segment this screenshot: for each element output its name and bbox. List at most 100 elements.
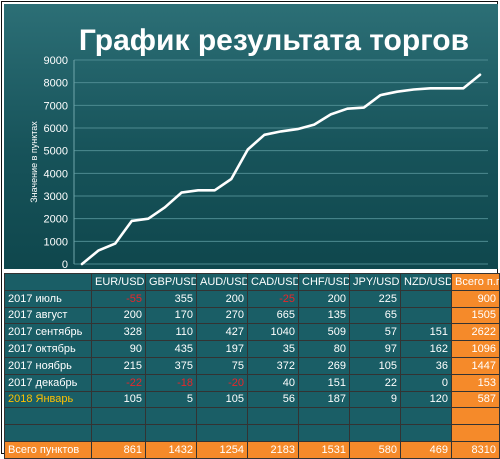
table-cell: 105 — [91, 390, 146, 409]
column-header: Всего п.п. — [451, 273, 500, 291]
table-cell: 509 — [298, 323, 350, 342]
row-label: 2017 декабрь — [4, 373, 92, 392]
table-row: 2017 август 200 170 270 665 135 65 1505 — [4, 306, 500, 325]
table-cell — [349, 407, 401, 426]
row-label — [4, 424, 92, 442]
table-cell: 665 — [247, 306, 299, 325]
table-cell: 435 — [145, 340, 197, 358]
table-cell: 97 — [349, 340, 401, 358]
row-label: 2017 октябрь — [4, 340, 92, 358]
table-cell: 269 — [298, 356, 350, 375]
table-cell: 0 — [400, 373, 452, 392]
footer-cell: 861 — [91, 440, 146, 459]
row-total-cell: 587 — [451, 390, 500, 409]
table-cell: 105 — [196, 390, 248, 409]
table-cell — [298, 407, 350, 426]
row-label: 2017 ноябрь — [4, 356, 92, 375]
table-cell: 40 — [247, 373, 299, 392]
table-cell: 197 — [196, 340, 248, 358]
table-cell: -22 — [91, 373, 146, 392]
row-total-cell: 900 — [451, 289, 500, 308]
column-header: CHF/USD — [298, 273, 350, 291]
column-header: CAD/USD — [247, 273, 299, 291]
row-label: 2017 июль — [4, 289, 92, 308]
column-header: EUR/USD — [91, 273, 146, 291]
results-table: EUR/USD GBP/USD AUD/USD CAD/USD CHF/USD JPY/U… — [4, 273, 500, 459]
table-cell: 75 — [196, 356, 248, 375]
table-row: 2017 ноябрь 215 375 75 372 269 105 36 1447 — [4, 356, 500, 375]
table-cell — [91, 407, 146, 426]
line-chart: График результата торгов Значение в пункт… — [29, 24, 488, 269]
table-cell: 5 — [145, 390, 197, 409]
y-tick-label-3: 3000 — [44, 191, 68, 203]
table-cell: 355 — [145, 289, 197, 308]
table-cell — [349, 424, 401, 442]
table-cell: 372 — [247, 356, 299, 375]
table-row — [4, 407, 500, 426]
table-cell: 1040 — [247, 323, 299, 342]
table-cell: 57 — [349, 323, 401, 342]
row-total-cell: 1096 — [451, 340, 500, 358]
table-cell: -25 — [247, 289, 299, 308]
row-total-cell — [451, 407, 500, 426]
table-cell: 375 — [145, 356, 197, 375]
table-cell: 65 — [349, 306, 401, 325]
column-header: NZD/USD — [400, 273, 452, 291]
table-cell — [145, 424, 197, 442]
row-total-cell — [451, 424, 500, 442]
y-tick-label-8: 8000 — [44, 78, 68, 90]
table-cell — [196, 407, 248, 426]
row-total-cell: 1505 — [451, 306, 500, 325]
table-cell: -55 — [91, 289, 146, 308]
chart-panel: График результата торгов Значение в пункт… — [4, 4, 498, 269]
table-cell — [298, 424, 350, 442]
footer-cell: 580 — [349, 440, 401, 459]
y-tick-label-1: 1000 — [44, 236, 68, 248]
header-corner-cell — [4, 273, 92, 291]
chart-title: График результата торгов — [79, 24, 469, 57]
y-tick-label-5: 5000 — [44, 146, 68, 158]
table-cell: 56 — [247, 390, 299, 409]
table-cell — [247, 407, 299, 426]
table-cell: 120 — [400, 390, 452, 409]
table-cell — [145, 407, 197, 426]
table-cell: 9 — [349, 390, 401, 409]
table-cell — [91, 424, 146, 442]
table-row: 2017 июль -55 355 200 -25 200 225 900 — [4, 289, 500, 308]
table-cell: 215 — [91, 356, 146, 375]
table-cell: 135 — [298, 306, 350, 325]
y-tick-label-0: 0 — [62, 259, 68, 269]
table-cell: 200 — [196, 289, 248, 308]
table-cell: 200 — [91, 306, 146, 325]
column-header: GBP/USD — [145, 273, 197, 291]
table-cell: 35 — [247, 340, 299, 358]
footer-cell: 469 — [400, 440, 452, 459]
y-tick-label-6: 6000 — [44, 123, 68, 135]
column-header: AUD/USD — [196, 273, 248, 291]
table-row: 2018 Январь 105 5 105 56 187 9 120 587 — [4, 390, 500, 409]
table-cell: 80 — [298, 340, 350, 358]
table-cell: 105 — [349, 356, 401, 375]
table-cell — [400, 407, 452, 426]
table-cell — [400, 424, 452, 442]
table-cell — [400, 289, 452, 308]
y-tick-label-4: 4000 — [44, 168, 68, 180]
row-label — [4, 407, 92, 426]
series-line — [80, 73, 482, 266]
table-cell: 151 — [298, 373, 350, 392]
table-header-row: EUR/USD GBP/USD AUD/USD CAD/USD CHF/USD JPY/U… — [4, 273, 500, 291]
row-total-cell: 2622 — [451, 323, 500, 342]
row-total-cell: 153 — [451, 373, 500, 392]
table-cell: 110 — [145, 323, 197, 342]
y-tick-label-2: 2000 — [44, 214, 68, 226]
table-cell: -18 — [145, 373, 197, 392]
row-label: 2017 сентябрь — [4, 323, 92, 342]
table-row: 2017 декабрь -22 -18 -20 40 151 22 0 153 — [4, 373, 500, 392]
row-label: 2017 август — [4, 306, 92, 325]
table-cell: 162 — [400, 340, 452, 358]
table-cell — [400, 306, 452, 325]
table-cell — [196, 424, 248, 442]
row-total-cell: 1447 — [451, 356, 500, 375]
table-cell: 328 — [91, 323, 146, 342]
